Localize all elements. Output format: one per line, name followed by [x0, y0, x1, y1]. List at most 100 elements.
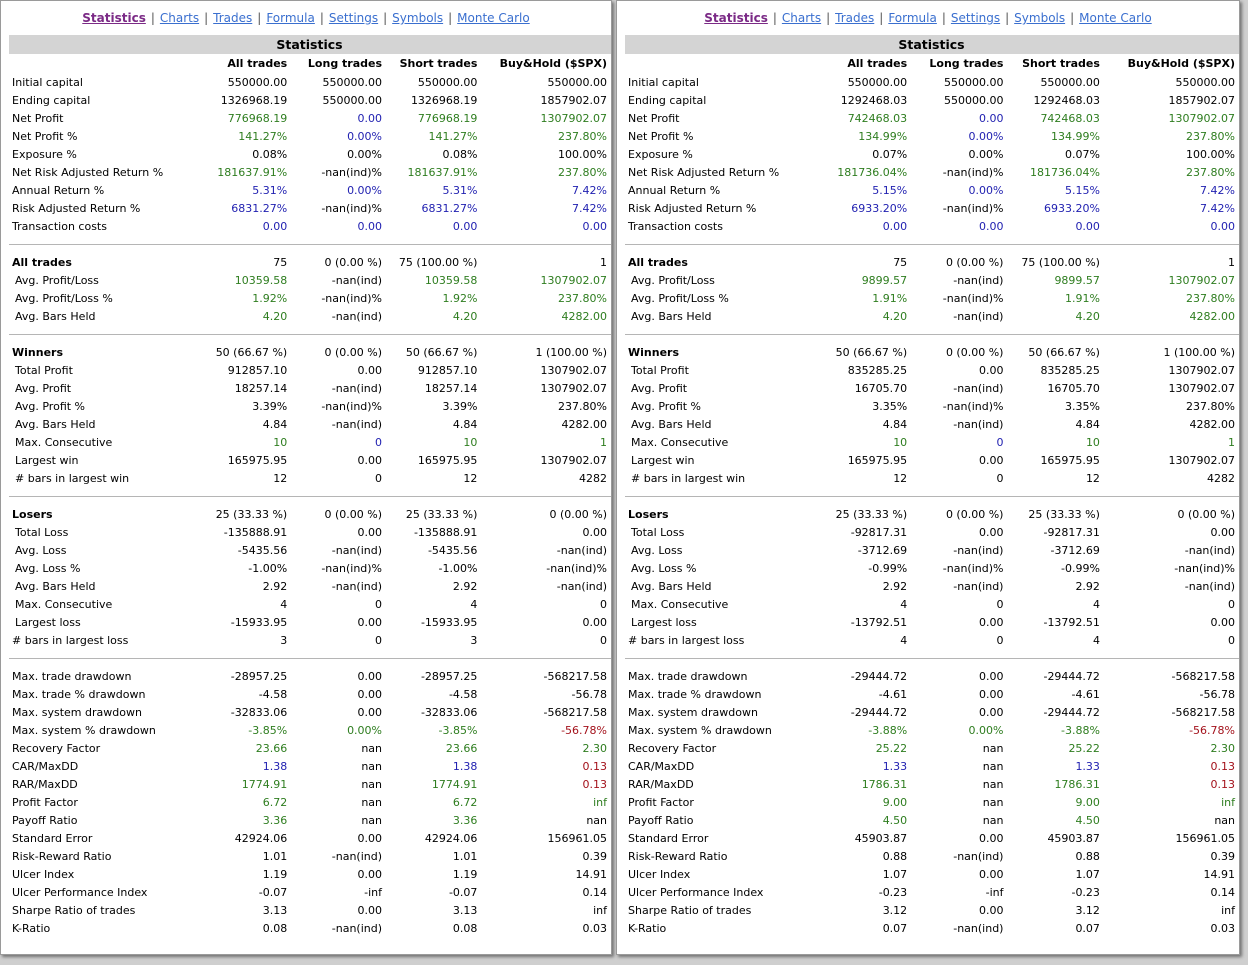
stat-label: RAR/MaxDD	[628, 777, 694, 791]
nav-link-formula[interactable]: Formula	[266, 11, 315, 25]
stat-label: Avg. Profit/Loss	[631, 273, 715, 287]
stat-label: Risk-Reward Ratio	[628, 849, 728, 863]
stat-value: 0.00	[357, 867, 383, 881]
stat-label: Avg. Profit/Loss %	[631, 291, 729, 305]
stat-value: 550000.00	[322, 75, 383, 89]
stat-label: Net Risk Adjusted Return %	[12, 165, 164, 179]
stat-value: 912857.10	[227, 363, 288, 377]
stat-value: nan	[982, 759, 1004, 773]
stat-value: -29444.72	[850, 669, 908, 683]
stat-row: CAR/MaxDD 1.38 nan 1.38 0.13	[9, 757, 611, 775]
stat-value: 3.39%	[252, 399, 288, 413]
stat-value: 1	[600, 435, 607, 449]
stat-value: 10	[463, 435, 478, 449]
stat-value: 9899.57	[861, 273, 908, 287]
stat-value: -nan(ind)%	[321, 291, 383, 305]
stat-label: Risk Adjusted Return %	[628, 201, 757, 215]
stat-value: 237.80%	[558, 291, 607, 305]
stat-value: 0.00	[1075, 219, 1100, 233]
nav-link-symbols[interactable]: Symbols	[392, 11, 444, 25]
stat-label: # bars in largest win	[15, 471, 130, 485]
stat-row: Max. system drawdown -29444.72 0.00 -29444.…	[625, 703, 1239, 721]
nav-link-charts[interactable]: Charts	[781, 11, 822, 25]
stat-value: 23.66	[255, 741, 288, 755]
stat-value: -nan(ind)	[953, 543, 1004, 557]
stat-value: 1.33	[882, 759, 908, 773]
stat-row: Transaction costs 0.00 0.00 0.00 0.00	[9, 217, 611, 235]
stat-value: -nan(ind)%	[942, 201, 1004, 215]
stat-value: -nan(ind)%	[321, 201, 383, 215]
stat-value: 7.42%	[1200, 183, 1235, 197]
stat-value: 5.31%	[442, 183, 478, 197]
stat-value: 0.00	[357, 453, 383, 467]
stat-value: 1.38	[262, 759, 288, 773]
stat-value: 0.00	[978, 111, 1004, 125]
stat-label: Total Loss	[15, 525, 69, 539]
stat-value: 12	[1085, 471, 1100, 485]
stat-value: -nan(ind)	[331, 417, 383, 431]
stat-value: 1326968.19	[410, 93, 478, 107]
stat-value: 237.80%	[1186, 291, 1235, 305]
nav-link-statistics[interactable]: Statistics	[82, 11, 146, 25]
stat-value: -nan(ind)%	[942, 165, 1004, 179]
stat-value: 237.80%	[558, 165, 607, 179]
nav-link-charts[interactable]: Charts	[159, 11, 200, 25]
stat-value: 181736.04%	[837, 165, 908, 179]
nav-link-statistics[interactable]: Statistics	[704, 11, 768, 25]
nav-link-monte-carlo[interactable]: Monte Carlo	[457, 11, 530, 25]
stat-label: Exposure %	[628, 147, 693, 161]
stat-value: 0.08%	[442, 147, 478, 161]
stat-value: 75	[893, 255, 908, 269]
stat-value: -29444.72	[1043, 705, 1100, 719]
stat-value: -135888.91	[223, 525, 288, 539]
stat-value: 0.00	[357, 831, 383, 845]
stat-value: -28957.25	[230, 669, 288, 683]
stat-value: -15933.95	[230, 615, 288, 629]
stat-value: 3.35%	[1064, 399, 1100, 413]
stat-value: 3.36	[452, 813, 478, 827]
stat-row: Avg. Bars Held 2.92 -nan(ind) 2.92 -nan(ind)	[9, 577, 611, 595]
stat-value: 0.00%	[968, 183, 1004, 197]
stat-value: -nan(ind)	[556, 579, 607, 593]
nav-link-settings[interactable]: Settings	[328, 11, 379, 25]
stat-value: 50 (66.67 %)	[1028, 345, 1100, 359]
nav-link-trades[interactable]: Trades	[835, 11, 875, 25]
stat-row: Sharpe Ratio of trades 3.13 0.00 3.13 inf	[9, 901, 611, 919]
stat-label: Avg. Loss	[15, 543, 67, 557]
stat-row: # bars in largest loss 3 0 3 0	[9, 631, 611, 649]
stat-label: Initial capital	[628, 75, 699, 89]
stat-label: Payoff Ratio	[12, 813, 78, 827]
nav-link-settings[interactable]: Settings	[950, 11, 1001, 25]
stat-row: Annual Return % 5.15% 0.00% 5.15% 7.42%	[625, 181, 1239, 199]
stat-value: 4.20	[262, 309, 288, 323]
stat-value: 0.00	[357, 111, 383, 125]
stat-value: 9899.57	[1054, 273, 1100, 287]
stat-row: Avg. Profit/Loss % 1.92% -nan(ind)% 1.92% 23…	[9, 289, 611, 307]
stat-value: 0.07	[882, 921, 908, 935]
stat-value: nan	[982, 795, 1004, 809]
nav-link-formula[interactable]: Formula	[888, 11, 937, 25]
divider-line	[9, 496, 611, 497]
stat-value: 5.15%	[872, 183, 908, 197]
nav-separator: |	[257, 11, 262, 25]
stat-value: 0.13	[582, 777, 608, 791]
section-divider	[9, 649, 611, 667]
stat-value: 100.00%	[558, 147, 607, 161]
nav-link-monte-carlo[interactable]: Monte Carlo	[1079, 11, 1152, 25]
stat-label: Max. Consecutive	[15, 435, 113, 449]
stat-row: Exposure % 0.07% 0.00% 0.07% 100.00%	[625, 145, 1239, 163]
stat-label: Net Risk Adjusted Return %	[628, 165, 780, 179]
stat-value: -0.07	[448, 885, 478, 899]
stat-value: -nan(ind)	[331, 543, 383, 557]
stat-value: 50 (66.67 %)	[835, 345, 908, 359]
nav-bar: Statistics | Charts | Trades | Formula | Setting…	[1, 1, 611, 35]
stat-value: 1307902.07	[1168, 111, 1235, 125]
nav-link-symbols[interactable]: Symbols	[1014, 11, 1066, 25]
table-title-row: Statistics	[625, 35, 1239, 54]
nav-link-trades[interactable]: Trades	[213, 11, 253, 25]
stat-value: 10359.58	[234, 273, 288, 287]
stat-value: 0.00	[452, 219, 478, 233]
stat-value: nan	[586, 813, 607, 827]
stat-row: Standard Error 45903.87 0.00 45903.87 156961…	[625, 829, 1239, 847]
stat-label: Max. Consecutive	[15, 597, 113, 611]
